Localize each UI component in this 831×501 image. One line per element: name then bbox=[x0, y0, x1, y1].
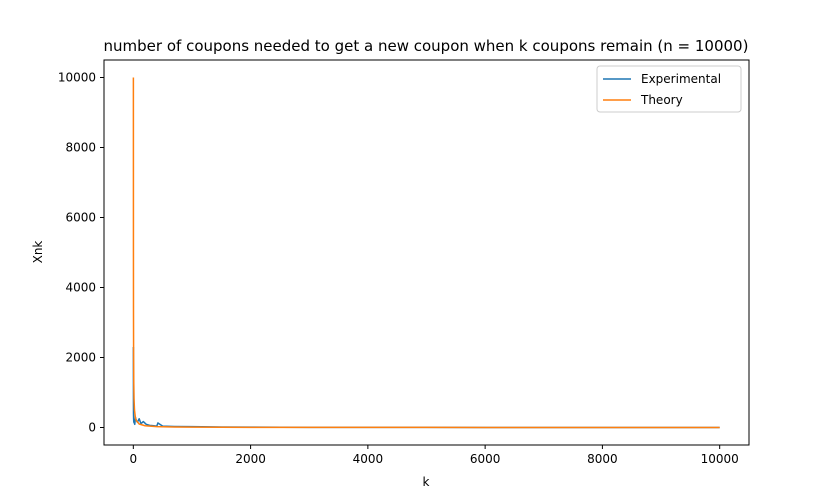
y-tick-label: 2000 bbox=[65, 351, 96, 365]
legend-box bbox=[596, 65, 742, 113]
y-tick-label: 0 bbox=[88, 421, 96, 435]
y-axis-label: Xnk bbox=[31, 241, 45, 264]
x-axis-label: k bbox=[423, 475, 430, 489]
y-tick-label: 4000 bbox=[65, 281, 96, 295]
legend-label-theory: Theory bbox=[640, 93, 683, 107]
x-tick-label: 6000 bbox=[470, 452, 501, 466]
legend-label-experimental: Experimental bbox=[641, 72, 721, 86]
x-tick-label: 0 bbox=[129, 452, 137, 466]
y-tick-label: 8000 bbox=[65, 141, 96, 155]
series-line-theory bbox=[132, 77, 720, 429]
x-axis: 0 2000 4000 6000 8000 10000 bbox=[129, 445, 739, 466]
y-axis: 0 2000 4000 6000 8000 10000 bbox=[58, 71, 104, 435]
plot-area bbox=[103, 59, 750, 446]
plot-frame bbox=[103, 59, 750, 446]
x-tick-label: 4000 bbox=[353, 452, 384, 466]
x-tick-label: 2000 bbox=[235, 452, 266, 466]
y-tick-label: 6000 bbox=[65, 211, 96, 225]
series-layer bbox=[132, 77, 720, 429]
y-tick-label: 10000 bbox=[58, 71, 96, 85]
x-tick-label: 8000 bbox=[587, 452, 618, 466]
legend: Experimental Theory bbox=[596, 65, 742, 113]
x-tick-label: 10000 bbox=[701, 452, 739, 466]
chart-title: number of coupons needed to get a new co… bbox=[104, 37, 749, 55]
